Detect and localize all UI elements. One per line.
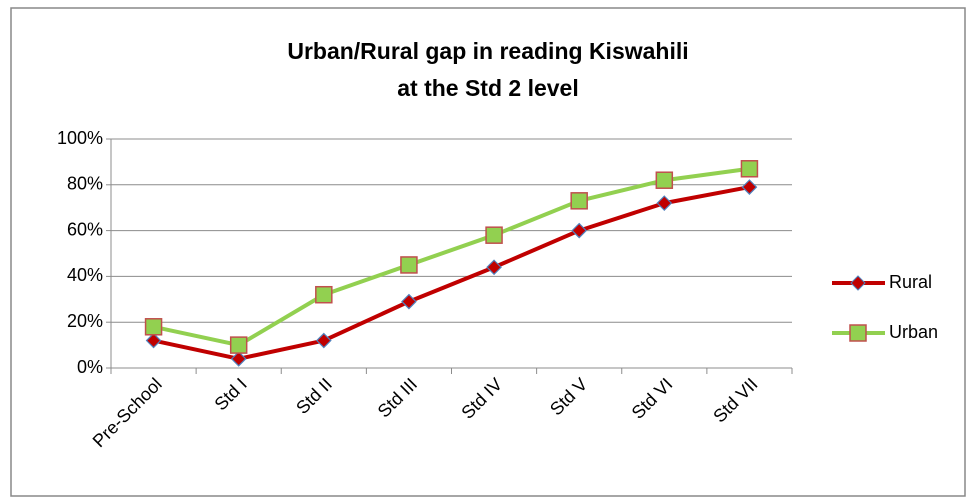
marker xyxy=(740,160,759,178)
y-tick-label: 40% xyxy=(67,265,103,285)
marker xyxy=(400,256,418,274)
marker xyxy=(229,336,248,354)
chart-title: at the Std 2 level xyxy=(397,75,579,101)
marker xyxy=(741,179,758,195)
y-tick-label: 20% xyxy=(67,311,103,331)
marker xyxy=(315,332,332,349)
y-tick-label: 100% xyxy=(57,128,103,148)
marker xyxy=(230,350,247,367)
legend-marker xyxy=(850,275,866,291)
marker xyxy=(401,293,417,310)
marker xyxy=(570,192,588,210)
chart-title: Urban/Rural gap in reading Kiswahili xyxy=(287,38,688,64)
y-tick-label: 80% xyxy=(67,174,103,194)
marker xyxy=(655,171,674,189)
series-line xyxy=(153,166,750,348)
series-line xyxy=(153,185,750,361)
marker xyxy=(315,285,333,304)
marker xyxy=(656,195,673,211)
marker xyxy=(486,259,502,276)
marker xyxy=(485,226,503,244)
y-tick-label: 0% xyxy=(77,357,103,377)
legend-marker xyxy=(849,324,867,342)
marker xyxy=(144,318,163,336)
chart-border xyxy=(10,7,966,497)
marker xyxy=(571,222,588,239)
marker xyxy=(145,332,162,349)
legend-label: Urban xyxy=(889,322,938,342)
legend-label: Rural xyxy=(889,272,932,292)
y-tick-label: 60% xyxy=(67,219,103,239)
